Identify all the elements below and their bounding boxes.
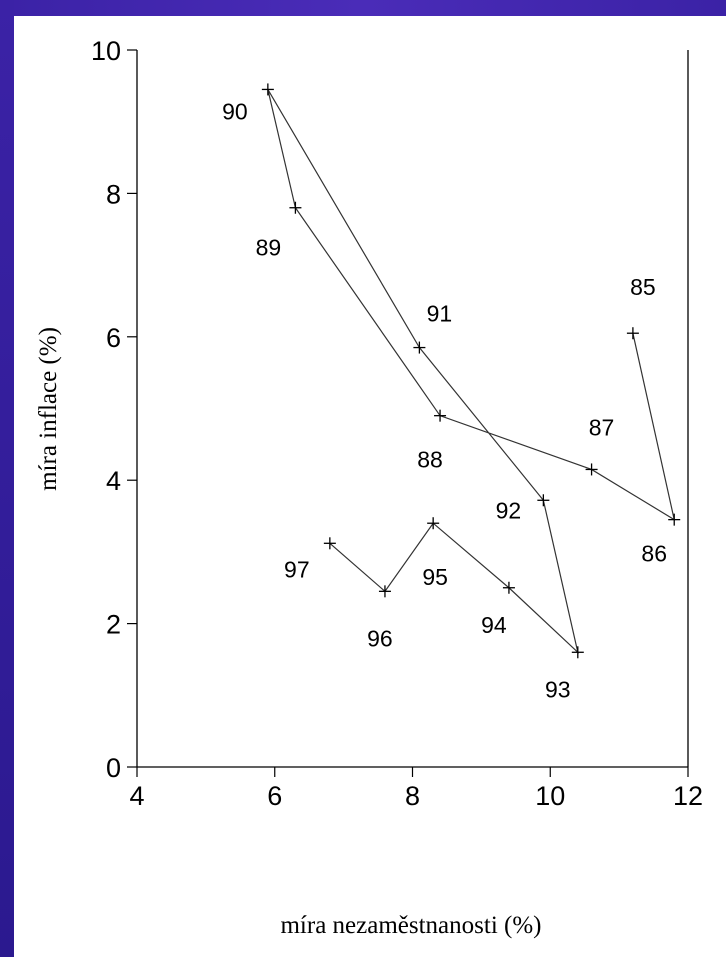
x-ticks: 4 6 8 10 12 xyxy=(129,767,703,811)
marker-92 xyxy=(537,494,550,507)
y-tick-label-6: 6 xyxy=(106,323,121,353)
marker-91 xyxy=(413,341,426,354)
markers xyxy=(261,83,681,659)
marker-89 xyxy=(289,201,302,214)
marker-96 xyxy=(378,585,391,598)
y-tick-label-2: 2 xyxy=(106,610,121,640)
x-axis-title: míra nezaměstnanosti (%) xyxy=(280,912,541,939)
y-ticks: 0 2 4 6 8 10 xyxy=(91,36,137,783)
chart-panel xyxy=(14,16,726,957)
marker-85 xyxy=(626,327,639,340)
point-label-97: 97 xyxy=(284,556,310,582)
x-tick-label-4: 4 xyxy=(129,781,144,811)
y-tick-label-10: 10 xyxy=(91,36,121,66)
y-tick-label-8: 8 xyxy=(106,179,121,209)
slide-border-top xyxy=(0,0,726,16)
y-tick-label-0: 0 xyxy=(106,753,121,783)
marker-95 xyxy=(427,517,440,530)
point-label-96: 96 xyxy=(367,625,393,651)
series xyxy=(267,89,676,655)
point-label-91: 91 xyxy=(427,301,453,327)
marker-90 xyxy=(261,83,274,96)
x-tick-label-6: 6 xyxy=(267,781,282,811)
marker-88 xyxy=(434,409,447,422)
marker-86 xyxy=(668,513,681,526)
series-line xyxy=(267,89,676,655)
x-tick-label-10: 10 xyxy=(535,781,565,811)
point-label-86: 86 xyxy=(641,541,667,567)
point-label-92: 92 xyxy=(496,497,522,523)
y-tick-label-4: 4 xyxy=(106,466,121,496)
marker-93 xyxy=(571,646,584,659)
marker-94 xyxy=(502,581,515,594)
point-label-87: 87 xyxy=(589,414,615,440)
point-label-90: 90 xyxy=(222,98,248,124)
axes xyxy=(136,50,689,768)
x-tick-label-8: 8 xyxy=(405,781,420,811)
point-label-94: 94 xyxy=(481,612,507,638)
point-label-88: 88 xyxy=(417,447,443,473)
y-axis-title: míra inflace (%) xyxy=(35,327,62,491)
marker-97 xyxy=(323,537,336,550)
point-label-95: 95 xyxy=(422,564,448,590)
slide-border-left xyxy=(0,0,14,957)
x-tick-label-12: 12 xyxy=(673,781,703,811)
point-label-89: 89 xyxy=(256,235,282,261)
point-label-85: 85 xyxy=(630,274,656,300)
marker-87 xyxy=(585,463,598,476)
point-labels: 85 86 87 88 89 90 91 92 93 94 95 96 97 xyxy=(222,98,667,702)
point-label-93: 93 xyxy=(545,676,571,702)
